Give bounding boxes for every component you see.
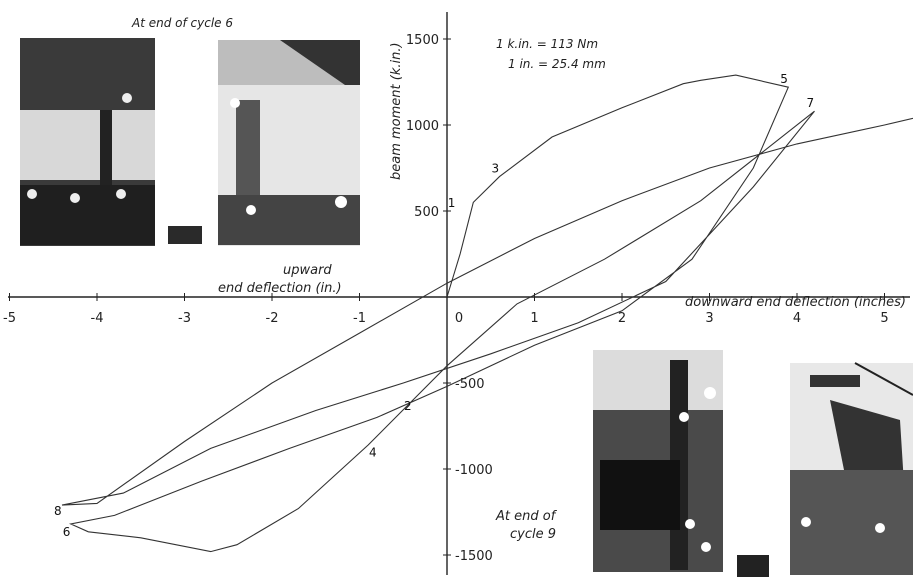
- x-tick-label: 3: [705, 311, 713, 326]
- x-axis-label-left-2: end deflection (in.): [218, 281, 342, 296]
- x-tick-label: -5: [3, 311, 16, 326]
- x-tick-label: 2: [618, 311, 626, 326]
- x-tick-label: -1: [353, 311, 366, 326]
- photo-bottom-caption-1: At end of: [495, 509, 558, 524]
- conversion-moment: 1 k.in. = 113 Nm: [496, 37, 598, 51]
- cycle-label-8: 8: [54, 504, 62, 518]
- x-tick-label: -4: [91, 311, 104, 326]
- x-tick-label: -3: [178, 311, 191, 326]
- photo-bottom-scale: [737, 555, 769, 577]
- photo-top-middle: [218, 40, 360, 246]
- cycle-label-5: 5: [780, 72, 788, 86]
- y-tick-label: 500: [414, 205, 439, 220]
- x-tick-label: 1: [530, 311, 538, 326]
- x-tick-label: 5: [880, 311, 888, 326]
- cycle-label-1: 1: [448, 196, 456, 210]
- y-tick-label: -500: [455, 377, 485, 392]
- y-tick-label: -1500: [455, 549, 493, 564]
- photo-bottom-right: [790, 362, 913, 575]
- y-tick-label: -1000: [455, 463, 493, 478]
- conversion-length: 1 in. = 25.4 mm: [508, 57, 606, 71]
- photo-bottom-caption-2: cycle 9: [510, 527, 556, 542]
- photo-top-left: [20, 38, 155, 246]
- x-tick-label: 0: [455, 311, 463, 326]
- photo-top-caption: At end of cycle 6: [131, 16, 233, 30]
- photo-top-scale: [168, 226, 202, 244]
- photo-bottom-middle: [593, 350, 723, 572]
- y-tick-label: 1500: [406, 33, 439, 48]
- cycle-label-2: 2: [404, 399, 412, 413]
- cycle-label-3: 3: [492, 162, 500, 176]
- cycle-label-7: 7: [807, 96, 815, 110]
- y-axis-label: beam moment (k.in.): [389, 42, 404, 180]
- hysteresis-curve-0: [61, 74, 913, 553]
- x-axis-label-left-1: upward: [283, 263, 332, 278]
- x-axis-label-right: downward end deflection (inches): [685, 295, 906, 310]
- x-tick-label: 4: [793, 311, 801, 326]
- cycle-label-4: 4: [369, 446, 377, 460]
- x-tick-label: -2: [266, 311, 279, 326]
- cycle-label-6: 6: [63, 525, 71, 539]
- y-tick-label: 1000: [406, 119, 439, 134]
